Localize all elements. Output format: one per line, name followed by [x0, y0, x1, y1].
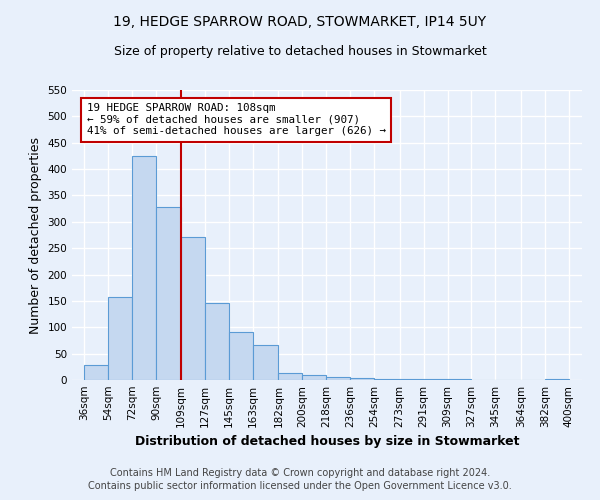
- Text: 19, HEDGE SPARROW ROAD, STOWMARKET, IP14 5UY: 19, HEDGE SPARROW ROAD, STOWMARKET, IP14…: [113, 15, 487, 29]
- Text: Contains HM Land Registry data © Crown copyright and database right 2024.: Contains HM Land Registry data © Crown c…: [110, 468, 490, 477]
- Bar: [84, 365, 108, 380]
- Bar: [302, 376, 326, 380]
- Bar: [132, 156, 156, 380]
- Bar: [326, 378, 350, 380]
- Bar: [545, 379, 569, 380]
- Y-axis label: Number of detached properties: Number of detached properties: [29, 136, 42, 334]
- Text: 19 HEDGE SPARROW ROAD: 108sqm
← 59% of detached houses are smaller (907)
41% of : 19 HEDGE SPARROW ROAD: 108sqm ← 59% of d…: [86, 103, 386, 136]
- X-axis label: Distribution of detached houses by size in Stowmarket: Distribution of detached houses by size …: [135, 436, 519, 448]
- Bar: [108, 297, 132, 380]
- Bar: [229, 332, 253, 380]
- Bar: [253, 344, 278, 380]
- Bar: [205, 303, 229, 380]
- Text: Size of property relative to detached houses in Stowmarket: Size of property relative to detached ho…: [113, 45, 487, 58]
- Text: Contains public sector information licensed under the Open Government Licence v3: Contains public sector information licen…: [88, 481, 512, 491]
- Bar: [156, 207, 181, 380]
- Bar: [350, 378, 374, 380]
- Bar: [278, 373, 302, 380]
- Bar: [181, 236, 205, 380]
- Bar: [374, 379, 400, 380]
